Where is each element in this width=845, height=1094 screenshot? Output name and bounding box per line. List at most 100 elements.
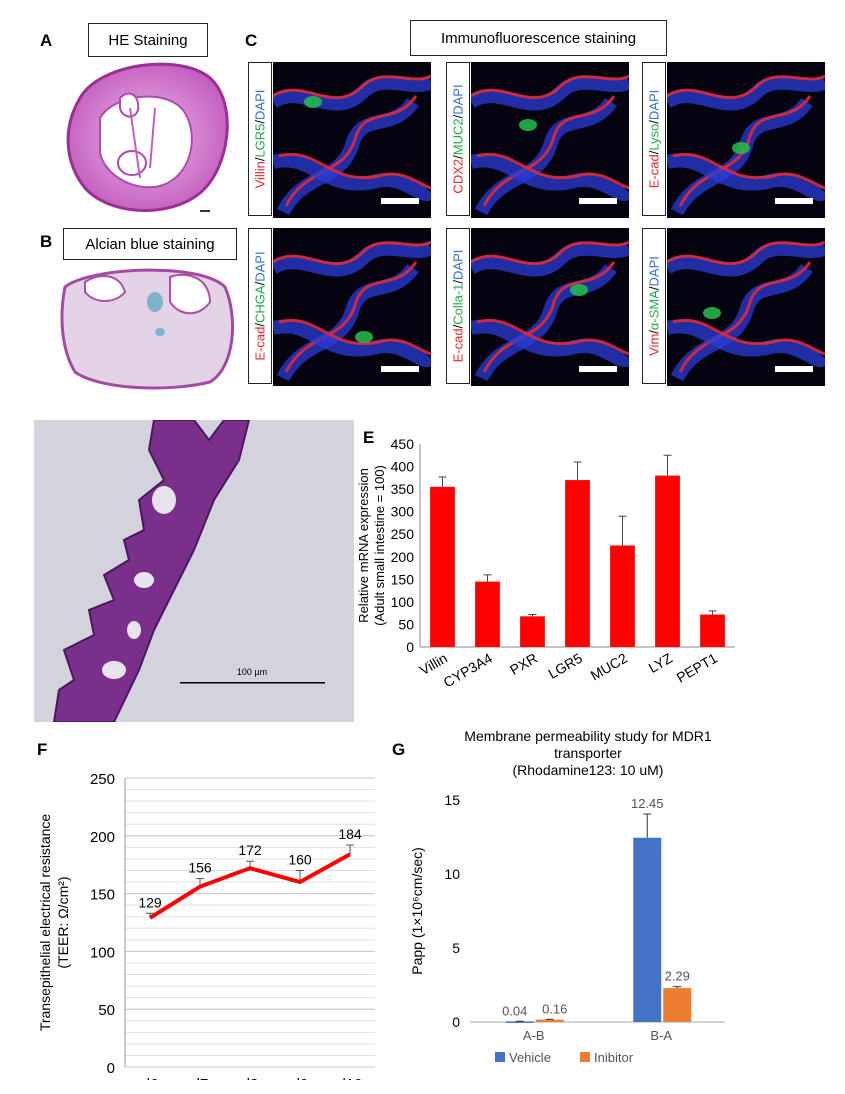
fluorescence-image-6 bbox=[667, 228, 825, 386]
stain-label-text: CDX2/MUC2/DAPI bbox=[451, 84, 466, 193]
data-label: 184 bbox=[338, 826, 362, 842]
y-tick-label: 150 bbox=[391, 571, 415, 587]
stain-label-part: CDX2 bbox=[450, 158, 466, 194]
y-tick-label: 450 bbox=[391, 436, 415, 452]
stain-label-part: LGR5 bbox=[252, 123, 268, 158]
he-staining-image bbox=[66, 62, 229, 212]
y-tick-label: 50 bbox=[398, 616, 414, 632]
scale-bar bbox=[775, 366, 813, 372]
panel-c-title: Immunofluorescence staining bbox=[410, 20, 667, 56]
y-axis-label: Relative mRNA expression bbox=[356, 468, 371, 623]
data-label: 160 bbox=[288, 851, 312, 867]
stain-label-part: DAPI bbox=[450, 249, 466, 280]
data-label: 0.04 bbox=[502, 1003, 527, 1018]
data-label: 156 bbox=[188, 860, 212, 876]
bar bbox=[520, 616, 545, 647]
stain-label-part: DAPI bbox=[252, 251, 268, 282]
scale-bar bbox=[579, 198, 617, 204]
stain-label-part: / bbox=[450, 324, 466, 329]
y-tick-label: 100 bbox=[90, 944, 115, 961]
stain-label-part: / bbox=[252, 322, 268, 327]
y-tick-label: 5 bbox=[452, 940, 460, 956]
y-tick-label: 0 bbox=[452, 1014, 460, 1030]
y-tick-label: 200 bbox=[391, 549, 415, 565]
y-tick-label: 15 bbox=[444, 792, 460, 808]
stain-label-part: CHGA bbox=[252, 285, 268, 323]
x-tick-label: PXR bbox=[507, 650, 540, 678]
bar-vehicle bbox=[505, 1021, 534, 1023]
stain-label-part: Lyso bbox=[646, 123, 662, 151]
x-tick-label: LYZ bbox=[646, 650, 676, 676]
stain-label-part: E-cad bbox=[450, 328, 466, 363]
fluorescence-image-4 bbox=[273, 228, 431, 386]
stain-label-1: Villin/LGR5/DAPI bbox=[248, 62, 272, 216]
chart-title: transporter bbox=[554, 745, 622, 761]
scale-bar bbox=[775, 198, 813, 204]
histology-image-d: 100 µm bbox=[34, 420, 354, 722]
legend-label: Inibitor bbox=[594, 1050, 634, 1065]
stain-label-2: CDX2/MUC2/DAPI bbox=[446, 62, 470, 216]
scale-bar bbox=[579, 366, 617, 372]
stain-label-part: / bbox=[450, 279, 466, 284]
fluorescence-image-2 bbox=[471, 62, 629, 218]
y-tick-label: 350 bbox=[391, 481, 415, 497]
panel-letter-a: A bbox=[40, 31, 53, 50]
stain-label-part: / bbox=[646, 286, 662, 291]
stain-label-5: E-cad/Colla-1/DAPI bbox=[446, 228, 470, 384]
stain-label-part: DAPI bbox=[646, 256, 662, 287]
stain-label-part: / bbox=[252, 281, 268, 286]
y-tick-label: 250 bbox=[90, 771, 115, 788]
stain-label-part: / bbox=[646, 330, 662, 334]
stain-label-part: E-cad bbox=[252, 326, 268, 361]
y-axis-label: Transepithelial electrical resistance bbox=[37, 814, 53, 1032]
y-tick-label: 50 bbox=[98, 1002, 115, 1019]
stain-label-text: E-cad/CHGA/DAPI bbox=[253, 251, 268, 360]
panel-b-title: Alcian blue staining bbox=[63, 228, 237, 260]
panel-letter-b: B bbox=[40, 232, 53, 251]
bar bbox=[700, 614, 725, 647]
bar bbox=[610, 545, 635, 647]
y-tick-label: 150 bbox=[90, 887, 115, 904]
alcian-blue-staining-image bbox=[60, 268, 235, 390]
x-tick-label: PEPT1 bbox=[674, 650, 721, 686]
x-tick-label: A-B bbox=[523, 1028, 545, 1043]
bar bbox=[655, 475, 680, 647]
stain-label-part: Vim bbox=[646, 333, 662, 356]
y-tick-label: 0 bbox=[107, 1060, 115, 1077]
panel-letter-e: E bbox=[363, 428, 375, 447]
panel-letter-f: F bbox=[37, 740, 48, 759]
stain-label-part: MUC2 bbox=[450, 118, 466, 156]
stain-label-4: E-cad/CHGA/DAPI bbox=[248, 228, 272, 384]
y-axis-label: (Adult small intestine = 100) bbox=[372, 465, 387, 626]
data-label: 12.45 bbox=[631, 796, 664, 811]
stain-label-part: / bbox=[646, 150, 662, 155]
chart-title: Membrane permeability study for MDR1 bbox=[464, 728, 712, 744]
stain-label-text: Villin/LGR5/DAPI bbox=[253, 90, 268, 189]
stain-label-text: Vim/α-SMA/DAPI bbox=[647, 256, 662, 356]
stain-label-part: Colla-1 bbox=[450, 283, 466, 325]
stain-label-part: E-cad bbox=[646, 154, 662, 189]
y-tick-label: 0 bbox=[406, 639, 414, 655]
scale-bar-label: 100 µm bbox=[237, 667, 267, 677]
x-tick-label: LGR5 bbox=[545, 650, 585, 682]
stain-label-part: / bbox=[252, 157, 268, 162]
x-tick-label: d7 bbox=[192, 1076, 209, 1080]
bar bbox=[430, 486, 455, 647]
stain-label-part: / bbox=[450, 155, 466, 159]
stain-label-part: / bbox=[450, 114, 466, 119]
stain-label-part: α-SMA bbox=[646, 290, 662, 331]
x-tick-label: B-A bbox=[650, 1028, 672, 1043]
bar bbox=[565, 480, 590, 647]
x-tick-label: CYP3A4 bbox=[440, 650, 495, 691]
panel-letter-g: G bbox=[392, 740, 406, 759]
stain-label-part: DAPI bbox=[252, 89, 268, 120]
bar-inibitor bbox=[535, 1019, 564, 1022]
y-tick-label: 400 bbox=[391, 459, 415, 475]
y-tick-label: 10 bbox=[444, 866, 460, 882]
y-tick-label: 300 bbox=[391, 504, 415, 520]
y-tick-label: 250 bbox=[391, 526, 415, 542]
fluorescence-image-5 bbox=[471, 228, 629, 386]
x-tick-label: d6 bbox=[142, 1076, 159, 1080]
bar-vehicle bbox=[633, 837, 662, 1022]
